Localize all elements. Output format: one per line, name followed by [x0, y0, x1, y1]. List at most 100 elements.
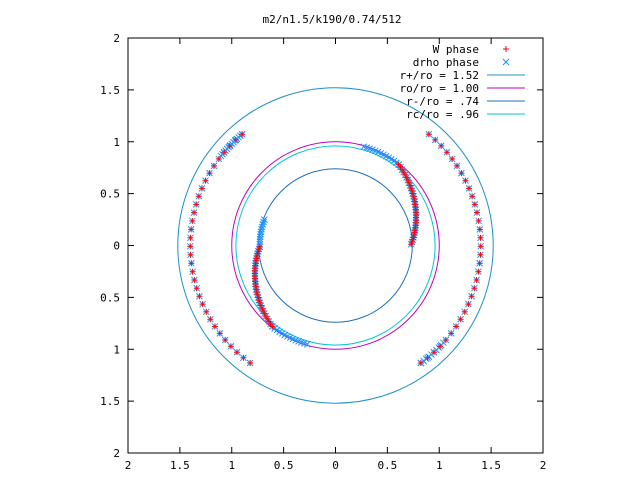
- drho-phase-point: [360, 143, 368, 151]
- y-tick-label: 0.5: [100, 188, 120, 201]
- w-phase-point: [203, 308, 210, 315]
- w-phase-point: [471, 285, 478, 292]
- w-phase-point: [476, 226, 483, 233]
- drho-phase-point: [256, 235, 264, 243]
- legend-label: r+/ro = 1.52: [400, 69, 479, 82]
- w-phase-point: [215, 155, 222, 162]
- w-phase-point: [210, 162, 217, 169]
- w-phase-point: [260, 307, 267, 314]
- axis-ticks: 2 1.5 1 0.5 0 0.5 1 1.5 221.510.500.511.52: [100, 32, 546, 472]
- w-phase-point: [193, 285, 200, 292]
- w-phase-point: [404, 177, 411, 184]
- circle-series: [235, 145, 436, 346]
- chart-title: m2/n1.5/k190/0.74/512: [262, 13, 401, 26]
- w-phase-point: [211, 323, 218, 330]
- legend-label: W phase: [433, 43, 479, 56]
- w-phase-point: [469, 193, 476, 200]
- x-tick-label: 1.5: [481, 459, 501, 472]
- w-phase-point: [417, 360, 424, 367]
- w-phase-point: [187, 234, 194, 241]
- w-phase-point: [475, 217, 482, 224]
- w-phase-point: [222, 336, 229, 343]
- w-phase-point: [475, 268, 482, 275]
- w-phase-point: [471, 201, 478, 208]
- legend-label: drho phase: [413, 56, 479, 69]
- y-tick-label: 0: [113, 240, 120, 253]
- w-phase-point: [188, 260, 195, 267]
- drho-phase-point: [258, 223, 266, 231]
- legend-label: ro/ro = 1.00: [400, 82, 479, 95]
- w-phase-point: [454, 162, 461, 169]
- w-phase-point: [187, 251, 194, 258]
- w-phase-point: [442, 336, 449, 343]
- y-tick-label: 1.5: [100, 395, 120, 408]
- x-tick-label: 1: [228, 459, 235, 472]
- y-tick-label: 1.5: [100, 84, 120, 97]
- w-phase-point: [408, 185, 415, 192]
- drho-phase-point: [260, 216, 268, 223]
- w-phase-point: [461, 308, 468, 315]
- w-phase-point: [202, 177, 209, 184]
- w-phase-point: [261, 310, 268, 317]
- w-phase-point: [438, 142, 445, 149]
- w-phase-point: [239, 131, 246, 138]
- drho-phase-point: [502, 58, 510, 66]
- w-phase-point: [443, 149, 450, 156]
- drho-phase-point: [259, 221, 267, 228]
- w-phase-point: [198, 185, 205, 192]
- w-phase-point: [191, 277, 198, 284]
- w-phase-point: [216, 330, 223, 337]
- y-tick-label: 0.5: [100, 291, 120, 304]
- circle-series: [231, 141, 440, 350]
- w-phase-point: [189, 217, 196, 224]
- drho-phase-point: [260, 218, 267, 226]
- w-phase-point: [477, 234, 484, 241]
- w-phase-point: [410, 193, 417, 200]
- w-phase-point: [257, 302, 264, 309]
- w-phase-point: [240, 354, 247, 361]
- x-tick-label: 0.5: [377, 459, 397, 472]
- w-phase-point: [189, 268, 196, 275]
- legend-label: r-/ro = .74: [406, 95, 479, 108]
- w-phase-point: [403, 174, 410, 181]
- w-phase-point: [206, 170, 213, 177]
- w-phase-point: [207, 316, 214, 323]
- w-phase-point: [457, 316, 464, 323]
- w-phase-point: [188, 226, 195, 233]
- w-phase-point: [226, 142, 233, 149]
- w-phase-point: [449, 155, 456, 162]
- w-phase-point: [477, 251, 484, 258]
- w-phase-point: [232, 136, 239, 143]
- y-tick-label: 2: [113, 447, 120, 460]
- w-phase-point: [448, 330, 455, 337]
- w-phase-point: [191, 209, 198, 216]
- w-phase-point: [424, 354, 431, 361]
- y-tick-label: 1: [113, 136, 120, 149]
- w-phase-point: [199, 301, 206, 308]
- w-phase-point: [256, 299, 263, 306]
- w-phase-point: [453, 323, 460, 330]
- w-phase-point: [256, 297, 263, 304]
- w-phase-point: [477, 243, 484, 250]
- w-phase-point: [400, 169, 407, 176]
- x-tick-label: 1.5: [170, 459, 190, 472]
- w-phase-point: [468, 293, 475, 300]
- w-phase-point: [405, 179, 412, 186]
- w-phase-point: [473, 277, 480, 284]
- w-phase-point: [227, 343, 234, 350]
- w-phase-point: [462, 177, 469, 184]
- legend-label: rc/ro = .96: [406, 108, 479, 121]
- w-phase-point: [466, 185, 473, 192]
- w-phase-point: [195, 193, 202, 200]
- reference-circles: [177, 87, 494, 404]
- w-phase-point: [187, 243, 194, 250]
- y-tick-label: 1: [113, 343, 120, 356]
- circle-series: [177, 87, 494, 404]
- w-phase-point: [476, 260, 483, 267]
- drho-phase-point: [303, 340, 311, 348]
- w-phase-point: [432, 136, 439, 143]
- drho-phase-point: [256, 238, 264, 246]
- w-phase-point: [425, 131, 432, 138]
- w-phase-point: [458, 170, 465, 177]
